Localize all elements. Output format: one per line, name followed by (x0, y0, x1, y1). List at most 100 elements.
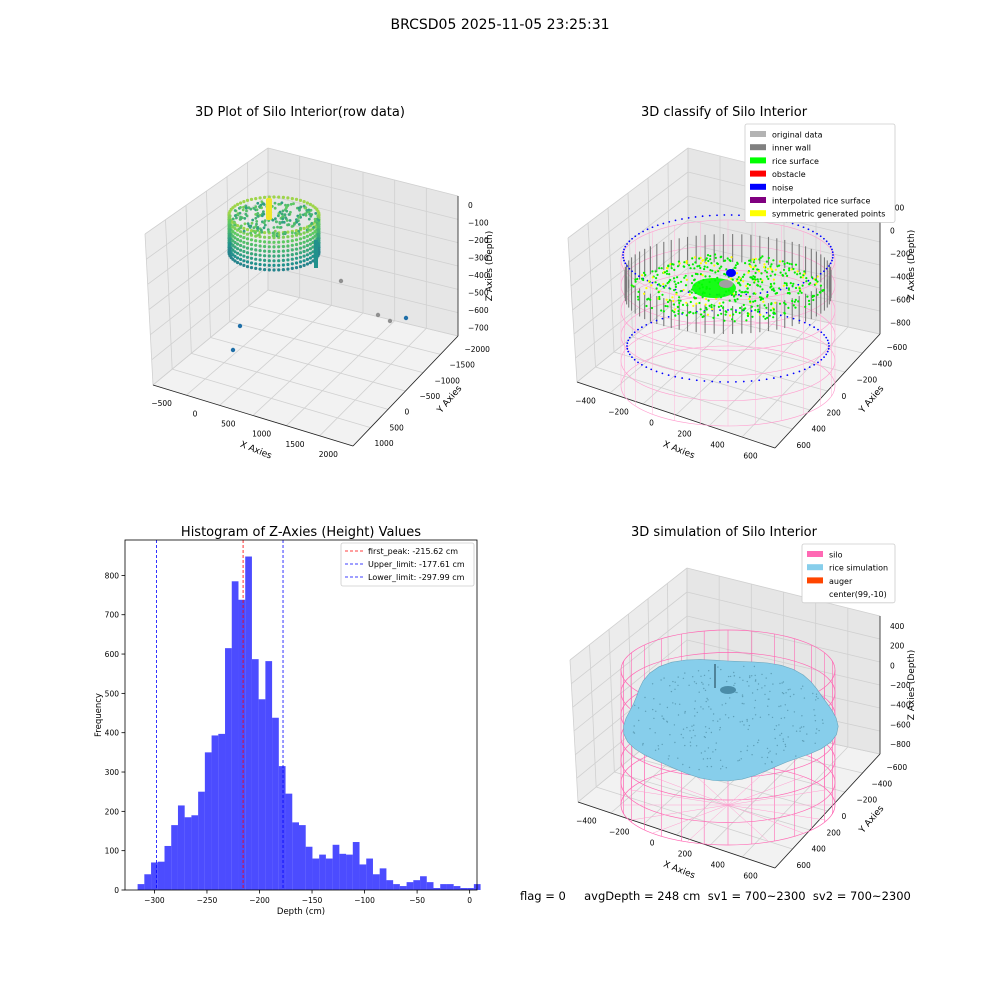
raw-point (244, 206, 248, 210)
raw-point (254, 248, 258, 252)
raw-point (281, 254, 285, 258)
rice-surface-point (816, 275, 819, 278)
noise-point (627, 350, 630, 353)
rice-surface-point (756, 304, 759, 307)
rice-surface-point (678, 262, 681, 265)
y-tick-label: 0 (405, 408, 410, 417)
raw-point (302, 263, 306, 267)
rice-simulation-point (783, 749, 785, 751)
rice-surface-point (732, 313, 735, 316)
rice-surface-point (746, 314, 750, 318)
rice-surface-point (748, 283, 752, 287)
raw-point (294, 261, 299, 265)
rice-surface-point (733, 320, 736, 323)
silo-floor-spoke (727, 767, 770, 806)
rice-surface-point (742, 303, 745, 307)
rice-simulation-point (690, 737, 693, 739)
rice-surface-point (778, 264, 781, 267)
rice-simulation-point (769, 750, 771, 752)
raw-outlier-point (403, 315, 409, 321)
legend-swatch (807, 577, 823, 584)
z-tick-label: 0 (890, 661, 895, 670)
raw-point (273, 206, 277, 210)
raw-point (274, 220, 278, 224)
rice-simulation-point (751, 675, 753, 677)
rice-surface-point (759, 278, 762, 281)
rice-surface-point (723, 319, 726, 322)
raw-point (302, 231, 306, 235)
rice-surface-point (814, 278, 817, 281)
raw-point (254, 239, 258, 243)
legend: first_peak: -215.62 cm Upper_limit: -177.… (340, 542, 475, 587)
rice-surface-point (730, 308, 733, 311)
rice-surface-point (784, 272, 787, 275)
rice-simulation-point (666, 720, 668, 722)
rice-surface-point (722, 306, 725, 309)
noise-point (738, 214, 740, 217)
histogram-bar (278, 766, 286, 890)
rice-simulation-point (748, 724, 750, 727)
rice-simulation-point (776, 744, 778, 747)
rice-surface-point (734, 300, 737, 303)
noise-point (633, 358, 636, 361)
raw-point (290, 239, 294, 243)
rice-surface-point (754, 257, 757, 260)
rice-surface-point (690, 291, 693, 294)
legend-label: center(99,-10) (829, 590, 887, 599)
histogram-bar (191, 815, 199, 890)
x-tick-label: −400 (576, 817, 597, 826)
raw-point (305, 248, 309, 252)
raw-point (317, 218, 321, 222)
y-tick-label: −1500 (450, 361, 476, 370)
raw-point (258, 253, 262, 257)
legend-label: rice surface (772, 157, 819, 166)
silo-floor-spoke (652, 804, 729, 834)
noise-point (807, 279, 810, 282)
raw-point (302, 254, 306, 258)
raw-point (267, 263, 271, 267)
rice-surface-point (682, 288, 685, 292)
rice-simulation-point (814, 742, 816, 744)
rice-simulation-point (660, 679, 662, 681)
histogram-bar (299, 825, 306, 890)
figure-title: BRCSD05 2025-11-05 23:25:31 (390, 17, 610, 33)
rice-surface-point (672, 299, 675, 303)
raw-point (311, 240, 315, 245)
rice-surface-point (717, 305, 721, 308)
rice-surface-point (658, 295, 661, 299)
histogram-bar (312, 858, 320, 890)
noise-point (823, 333, 825, 336)
rice-surface-point (655, 277, 658, 280)
raw-point (317, 211, 321, 215)
rice-simulation-point (815, 699, 817, 701)
legend-label: rice simulation (829, 564, 888, 573)
rice-simulation-point (759, 716, 762, 718)
rice-surface-point (711, 308, 714, 311)
x-axis-line (577, 801, 776, 869)
rice-surface-point (667, 264, 670, 267)
grid-line (144, 147, 269, 235)
rice-simulation-point (632, 731, 635, 733)
histogram-bar (460, 888, 468, 890)
rice-simulation-point (674, 688, 676, 690)
rice-surface-point (753, 281, 756, 284)
rice-surface-point (729, 314, 732, 317)
rice-simulation-point (633, 732, 636, 734)
rice-simulation-surface (623, 659, 839, 782)
rice-surface-point (788, 292, 791, 295)
rice-simulation-point (705, 700, 707, 703)
rice-surface-point (714, 253, 717, 256)
noise-point (662, 222, 665, 225)
histogram-bar (319, 854, 326, 890)
raw-point (273, 201, 277, 205)
rice-simulation-point (702, 758, 705, 760)
noise-point (716, 214, 718, 217)
noise-point (772, 377, 775, 379)
noise-point (634, 272, 637, 275)
rice-surface-point (765, 306, 768, 309)
rice-surface-point (674, 285, 678, 288)
rice-surface-point (674, 283, 677, 286)
raw-point (313, 217, 317, 221)
raw-point (243, 217, 247, 220)
raw-point (277, 214, 280, 218)
